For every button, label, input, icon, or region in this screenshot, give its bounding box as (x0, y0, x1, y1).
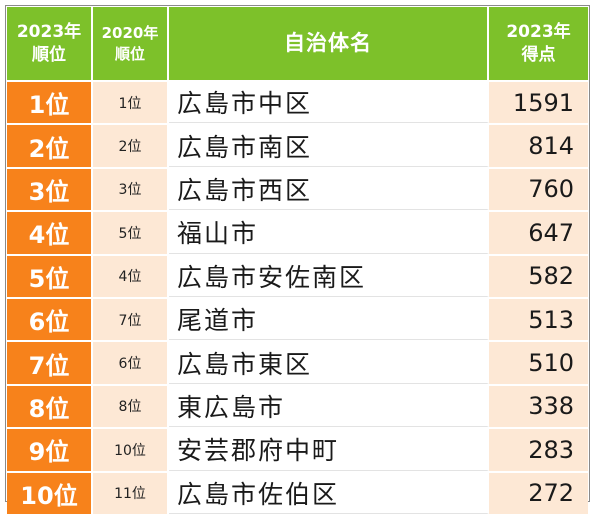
score-cell: 814 (489, 123, 588, 167)
rank-2023-cell: 7位 (7, 340, 93, 384)
score-cell: 338 (489, 383, 588, 428)
table-row: 1位 1位 広島市中区 1591 (7, 80, 588, 124)
municipality-cell: 広島市佐伯区 (169, 470, 489, 514)
table-row: 7位 6位 広島市東区 510 (7, 340, 588, 384)
header-rank-2020-label: 順位 (114, 44, 145, 63)
municipality-cell: 広島市中区 (169, 80, 489, 124)
rank-2020-cell: 11位 (93, 470, 169, 514)
rank-2020-cell: 10位 (93, 427, 169, 471)
rank-2020-cell: 7位 (93, 296, 169, 341)
municipality-cell: 広島市安佐南区 (169, 253, 489, 297)
municipality-cell: 尾道市 (169, 296, 489, 341)
rank-2020-cell: 6位 (93, 340, 169, 384)
rank-2023-cell: 1位 (7, 80, 93, 124)
header-score-2023: 2023年 得点 (489, 7, 588, 80)
header-score-2023-label: 得点 (521, 44, 556, 65)
municipality-cell: 安芸郡府中町 (169, 427, 489, 471)
score-cell: 513 (489, 296, 588, 341)
rank-2020-cell: 1位 (93, 80, 169, 124)
score-cell: 582 (489, 253, 588, 297)
header-row: 2023年 順位 2020年 順位 自治体名 2023年 得点 (7, 7, 588, 80)
table-row: 8位 8位 東広島市 338 (7, 383, 588, 428)
rank-2023-cell: 10位 (7, 470, 93, 514)
rank-2023-cell: 2位 (7, 123, 93, 167)
header-municipality: 自治体名 (169, 7, 489, 80)
rank-2020-cell: 3位 (93, 166, 169, 211)
municipality-cell: 福山市 (169, 210, 489, 254)
score-cell: 760 (489, 166, 588, 211)
rank-2023-cell: 4位 (7, 210, 93, 254)
table-row: 9位 10位 安芸郡府中町 283 (7, 427, 588, 471)
municipality-cell: 広島市東区 (169, 340, 489, 384)
rank-2020-cell: 4位 (93, 253, 169, 297)
municipality-cell: 広島市南区 (169, 123, 489, 167)
header-rank-2020: 2020年 順位 (93, 7, 169, 80)
header-rank-2023: 2023年 順位 (7, 7, 93, 80)
score-cell: 272 (489, 470, 588, 514)
table-row: 5位 4位 広島市安佐南区 582 (7, 253, 588, 297)
table-row: 10位 11位 広島市佐伯区 272 (7, 470, 588, 514)
municipality-cell: 東広島市 (169, 383, 489, 428)
rank-2020-cell: 8位 (93, 383, 169, 428)
score-cell: 510 (489, 340, 588, 384)
rank-2023-cell: 3位 (7, 166, 93, 211)
rank-2023-cell: 5位 (7, 253, 93, 297)
rank-2023-cell: 8位 (7, 383, 93, 428)
rank-2023-cell: 6位 (7, 296, 93, 341)
table-row: 4位 5位 福山市 647 (7, 210, 588, 254)
header-score-2023-year: 2023年 (506, 21, 571, 42)
rank-2020-cell: 5位 (93, 210, 169, 254)
municipality-cell: 広島市西区 (169, 166, 489, 211)
rank-2020-cell: 2位 (93, 123, 169, 167)
score-cell: 283 (489, 427, 588, 471)
header-municipality-label: 自治体名 (284, 31, 372, 56)
score-cell: 647 (489, 210, 588, 254)
table-row: 2位 2位 広島市南区 814 (7, 123, 588, 167)
table-row: 3位 3位 広島市西区 760 (7, 166, 588, 211)
header-rank-2020-year: 2020年 (101, 24, 159, 43)
ranking-table: 2023年 順位 2020年 順位 自治体名 2023年 得点 1位 1位 広島市中… (7, 7, 588, 514)
table-row: 6位 7位 尾道市 513 (7, 296, 588, 341)
score-cell: 1591 (489, 80, 588, 124)
rank-2023-cell: 9位 (7, 427, 93, 471)
header-rank-2023-year: 2023年 (16, 21, 82, 42)
header-rank-2023-label: 順位 (32, 44, 66, 65)
